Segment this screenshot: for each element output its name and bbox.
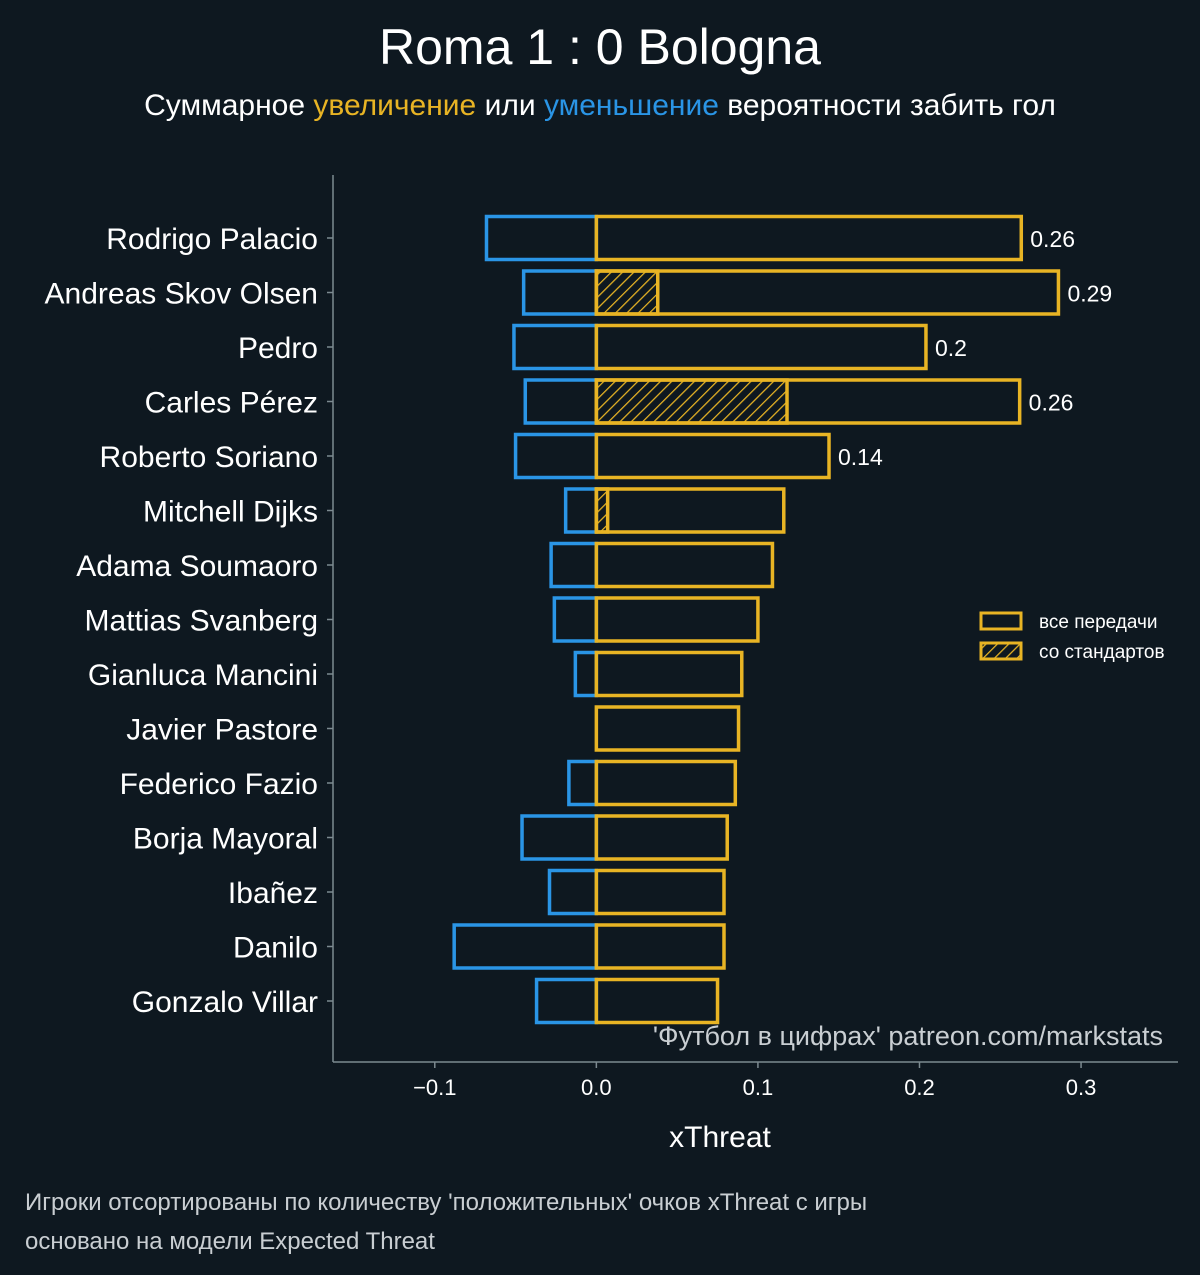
- value-label: 0.2: [935, 335, 967, 361]
- x-tick-label: 0.2: [904, 1075, 935, 1100]
- negative-bar: [547, 868, 599, 916]
- y-tick-label: Ibañez: [228, 877, 318, 910]
- value-label: 0.26: [1030, 226, 1075, 252]
- y-tick-label: Carles Pérez: [145, 387, 318, 420]
- y-tick-label: Andreas Skov Olsen: [45, 278, 318, 311]
- positive-bar: [594, 923, 726, 970]
- positive-bar: [594, 596, 760, 643]
- value-label: 0.29: [1067, 281, 1112, 307]
- subtitle-increase: увеличение: [313, 89, 476, 122]
- y-tick-label: Adama Soumaoro: [76, 550, 318, 583]
- positive-bar: [594, 378, 1022, 425]
- plot-area: 0.26 Rodrigo Palacio 0.29 Andreas Skov Olse…: [45, 214, 1112, 1100]
- footnote-sorting: Игроки отсортированы по количеству 'поло…: [25, 1189, 867, 1216]
- positive-bar: [594, 977, 720, 1025]
- x-tick-label: −0.1: [413, 1075, 456, 1100]
- negative-bar: [567, 759, 599, 807]
- chart-subtitle: Суммарное увеличение или уменьшение веро…: [144, 89, 1056, 122]
- positive-bar: [594, 487, 786, 534]
- y-tick-label: Pedro: [238, 332, 318, 365]
- footnote-model: основано на модели Expected Threat: [25, 1228, 435, 1255]
- negative-bar: [573, 650, 599, 698]
- legend-label-all: все передачи: [1039, 612, 1158, 633]
- x-tick-label: 0.0: [581, 1075, 612, 1100]
- legend-swatch-setpieces: [979, 641, 1023, 661]
- y-tick-label: Javier Pastore: [126, 714, 318, 747]
- subtitle-decrease: уменьшение: [544, 89, 719, 122]
- positive-bar: [594, 269, 1061, 316]
- negative-bar: [549, 541, 599, 589]
- y-tick-label: Mattias Svanberg: [85, 605, 318, 638]
- negative-bar: [452, 923, 599, 970]
- y-tick-label: Gianluca Mancini: [88, 659, 318, 692]
- positive-bar: [594, 214, 1024, 262]
- positive-bar: [594, 868, 726, 916]
- negative-bar: [552, 596, 599, 643]
- negative-bar: [521, 269, 599, 316]
- y-tick-label: Gonzalo Villar: [132, 986, 318, 1019]
- subtitle-part2: или: [476, 89, 544, 122]
- setpiece-bar: [594, 269, 660, 316]
- negative-bar: [523, 378, 599, 425]
- positive-bar: [594, 814, 729, 861]
- positive-bar: [594, 759, 738, 807]
- watermark: 'Футбол в цифрах' patreon.com/markstats: [653, 1021, 1163, 1051]
- legend-label-setpieces: со стандартов: [1039, 642, 1165, 663]
- positive-bar: [594, 705, 741, 752]
- negative-bar: [534, 977, 599, 1025]
- y-tick-label: Mitchell Dijks: [143, 496, 318, 529]
- y-tick-label: Danilo: [233, 932, 318, 965]
- setpiece-bar: [594, 378, 789, 425]
- positive-bar: [594, 650, 744, 698]
- y-tick-label: Roberto Soriano: [100, 441, 318, 474]
- positive-bar: [594, 432, 831, 480]
- x-tick-label: 0.3: [1066, 1075, 1097, 1100]
- y-tick-label: Federico Fazio: [120, 768, 318, 801]
- legend-swatch-all: [979, 611, 1023, 631]
- negative-bar: [512, 323, 599, 371]
- value-label: 0.14: [838, 444, 883, 470]
- y-tick-label: Rodrigo Palacio: [106, 223, 318, 256]
- subtitle-part1: Суммарное: [144, 89, 313, 122]
- positive-bar: [594, 323, 928, 371]
- x-tick-label: 0.1: [743, 1075, 774, 1100]
- legend: все передачи со стандартов: [979, 611, 1165, 663]
- positive-bar: [594, 541, 775, 589]
- chart-title: Roma 1 : 0 Bologna: [379, 19, 821, 75]
- negative-bar: [484, 214, 599, 262]
- x-axis-label: xThreat: [669, 1121, 771, 1154]
- value-label: 0.26: [1029, 390, 1074, 416]
- subtitle-part3: вероятности забить гол: [719, 89, 1056, 122]
- y-tick-label: Borja Mayoral: [133, 823, 318, 856]
- negative-bar: [563, 487, 599, 534]
- negative-bar: [520, 814, 599, 861]
- negative-bar: [513, 432, 599, 480]
